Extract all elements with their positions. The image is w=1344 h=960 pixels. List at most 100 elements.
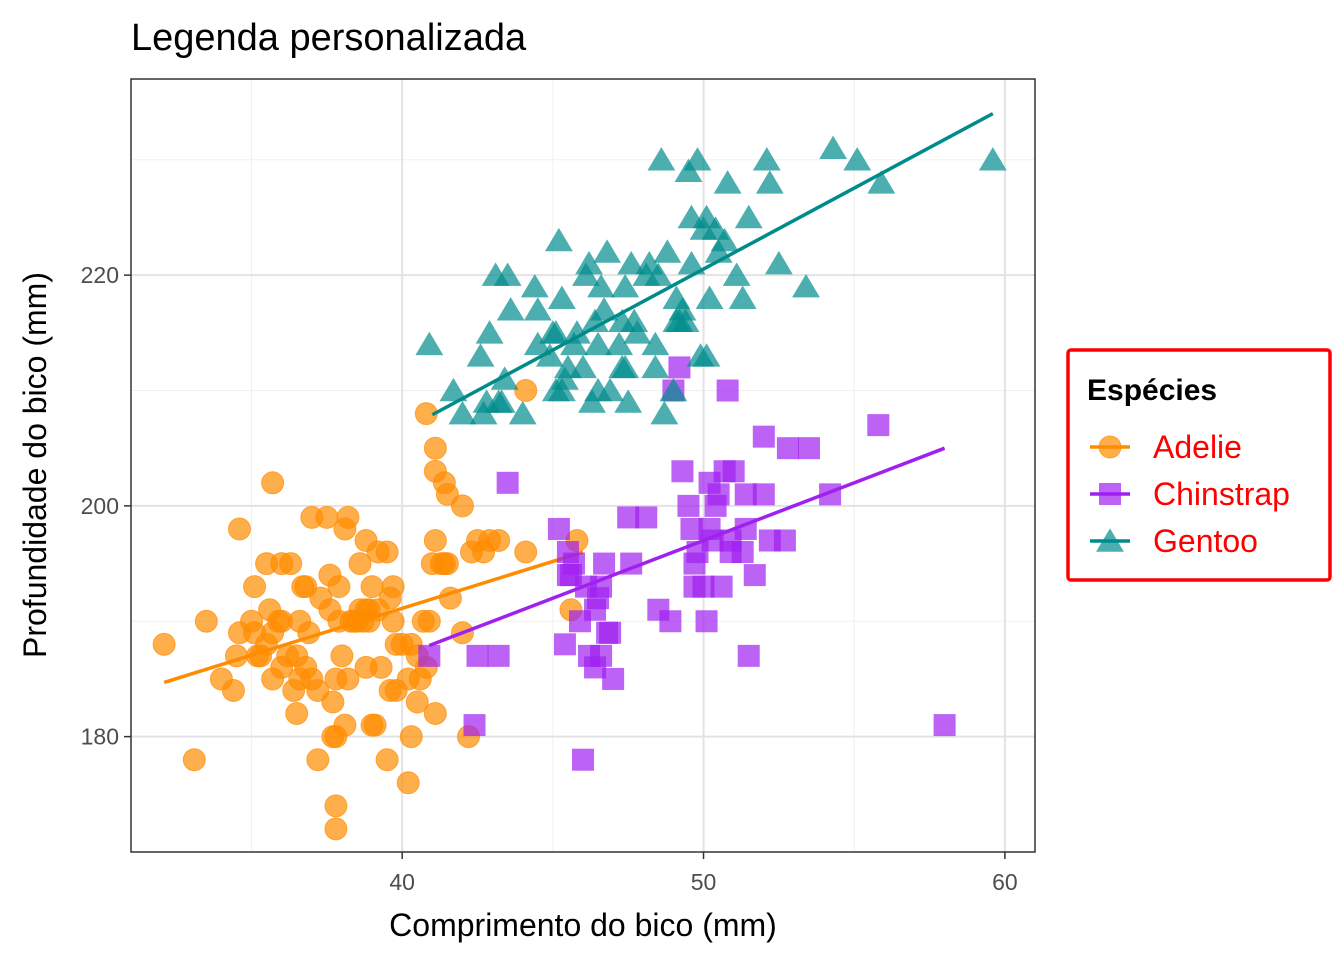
gentoo-point [644, 262, 673, 286]
gentoo-point [587, 274, 615, 298]
legend-circle-marker [1098, 435, 1122, 459]
adelie-point [324, 794, 348, 818]
adelie-point [487, 528, 511, 552]
adelie-point [375, 540, 399, 564]
adelie-point [514, 379, 538, 403]
adelie-point [354, 655, 378, 679]
adelie-point [333, 713, 357, 737]
chinstrap-point [553, 633, 576, 656]
adelie-point [261, 471, 285, 495]
chinstrap-point [716, 379, 739, 402]
chinstrap-point [704, 494, 727, 517]
chinstrap-point [668, 356, 691, 379]
plot-border [130, 78, 1036, 853]
chinstrap-point [773, 529, 796, 552]
gentoo-point [493, 262, 522, 286]
gentoo-point [647, 147, 676, 171]
legend-item-adelie: Adelie [1090, 429, 1242, 465]
adelie-point [375, 748, 399, 772]
y-tick-label: 180 [81, 724, 119, 750]
adelie-point [396, 667, 420, 691]
plot-panel [130, 78, 1036, 853]
chinstrap-point [737, 644, 760, 667]
gentoo-point [466, 343, 495, 367]
legend-item-chinstrap: Chinstrap [1090, 476, 1290, 512]
gentoo-point [475, 320, 504, 344]
gentoo-point [575, 250, 603, 275]
gentoo-point [520, 274, 549, 298]
gentoo-point [710, 227, 739, 252]
adelie-point [306, 748, 330, 772]
chinstrap-point [659, 610, 682, 633]
adelie-point [152, 632, 176, 656]
chinstrap-point [617, 506, 640, 529]
gentoo-point [728, 285, 757, 309]
chart-title: Legenda personalizada [131, 17, 527, 59]
gentoo-point [584, 331, 612, 356]
adelie-point [360, 575, 384, 599]
gentoo-point [547, 285, 576, 309]
chinstrap-point [776, 437, 799, 460]
chinstrap-point [590, 644, 613, 667]
gentoo-point [695, 285, 724, 309]
adelie-point [182, 748, 206, 772]
y-axis-title: Profundidade do bico (mm) [17, 272, 53, 658]
chinstrap-point [710, 575, 733, 598]
gentoo-point [523, 331, 552, 356]
gentoo-point [523, 297, 552, 321]
chinstrap-point [677, 494, 700, 517]
adelie-point [270, 655, 294, 679]
adelie-point [378, 586, 402, 610]
gentoo-point [590, 297, 619, 321]
adelie-point [411, 609, 435, 633]
gentoo-point [535, 343, 564, 367]
plot-background [131, 79, 1035, 852]
adelie-point [324, 667, 348, 691]
chinstrap-point [798, 437, 820, 460]
adelie-point [432, 471, 456, 495]
chinstrap-point [695, 610, 718, 633]
legend-title: Espécies [1087, 374, 1217, 407]
gentoo-point [490, 366, 519, 390]
gentoo-point [620, 308, 649, 333]
chinstrap-trend-line [428, 446, 946, 648]
gentoo-point [544, 227, 573, 252]
adelie-point [423, 436, 447, 460]
series-adelie [152, 379, 589, 841]
gentoo-point [569, 354, 597, 379]
chinstrap-point [556, 541, 579, 564]
adelie-point [288, 609, 312, 633]
gentoo-point [755, 170, 784, 194]
chinstrap-point [547, 517, 570, 540]
legend: Espécies Adelie Chinstrap Gentoo [1066, 348, 1332, 582]
legend-label: Adelie [1153, 429, 1242, 465]
legend-square-marker [1099, 483, 1121, 505]
chinstrap-point [463, 714, 486, 737]
gentoo-point [653, 239, 682, 263]
adelie-point [243, 575, 267, 599]
adelie-point [354, 528, 378, 552]
gentoo-point [650, 400, 679, 425]
adelie-point [227, 517, 251, 541]
adelie-point [423, 528, 447, 552]
gentoo-trend-line [431, 112, 994, 417]
grid-lines [131, 79, 1035, 853]
adelie-point [194, 609, 218, 633]
chinstrap-point [933, 714, 956, 737]
chinstrap-point [743, 564, 766, 587]
adelie-point [514, 540, 538, 564]
adelie-point [450, 494, 474, 518]
chinstrap-point [635, 506, 658, 529]
y-tick-label: 220 [81, 262, 119, 288]
gentoo-point [563, 320, 591, 344]
gentoo-point [496, 297, 525, 321]
adelie-point [321, 690, 345, 714]
chinstrap-point [683, 575, 706, 598]
gentoo-point [541, 377, 570, 402]
gentoo-point [641, 354, 670, 379]
adelie-point [405, 690, 429, 714]
gentoo-point [752, 147, 781, 171]
adelie-point [396, 771, 420, 795]
gentoo-point [448, 400, 477, 425]
chinstrap-point [734, 483, 757, 506]
